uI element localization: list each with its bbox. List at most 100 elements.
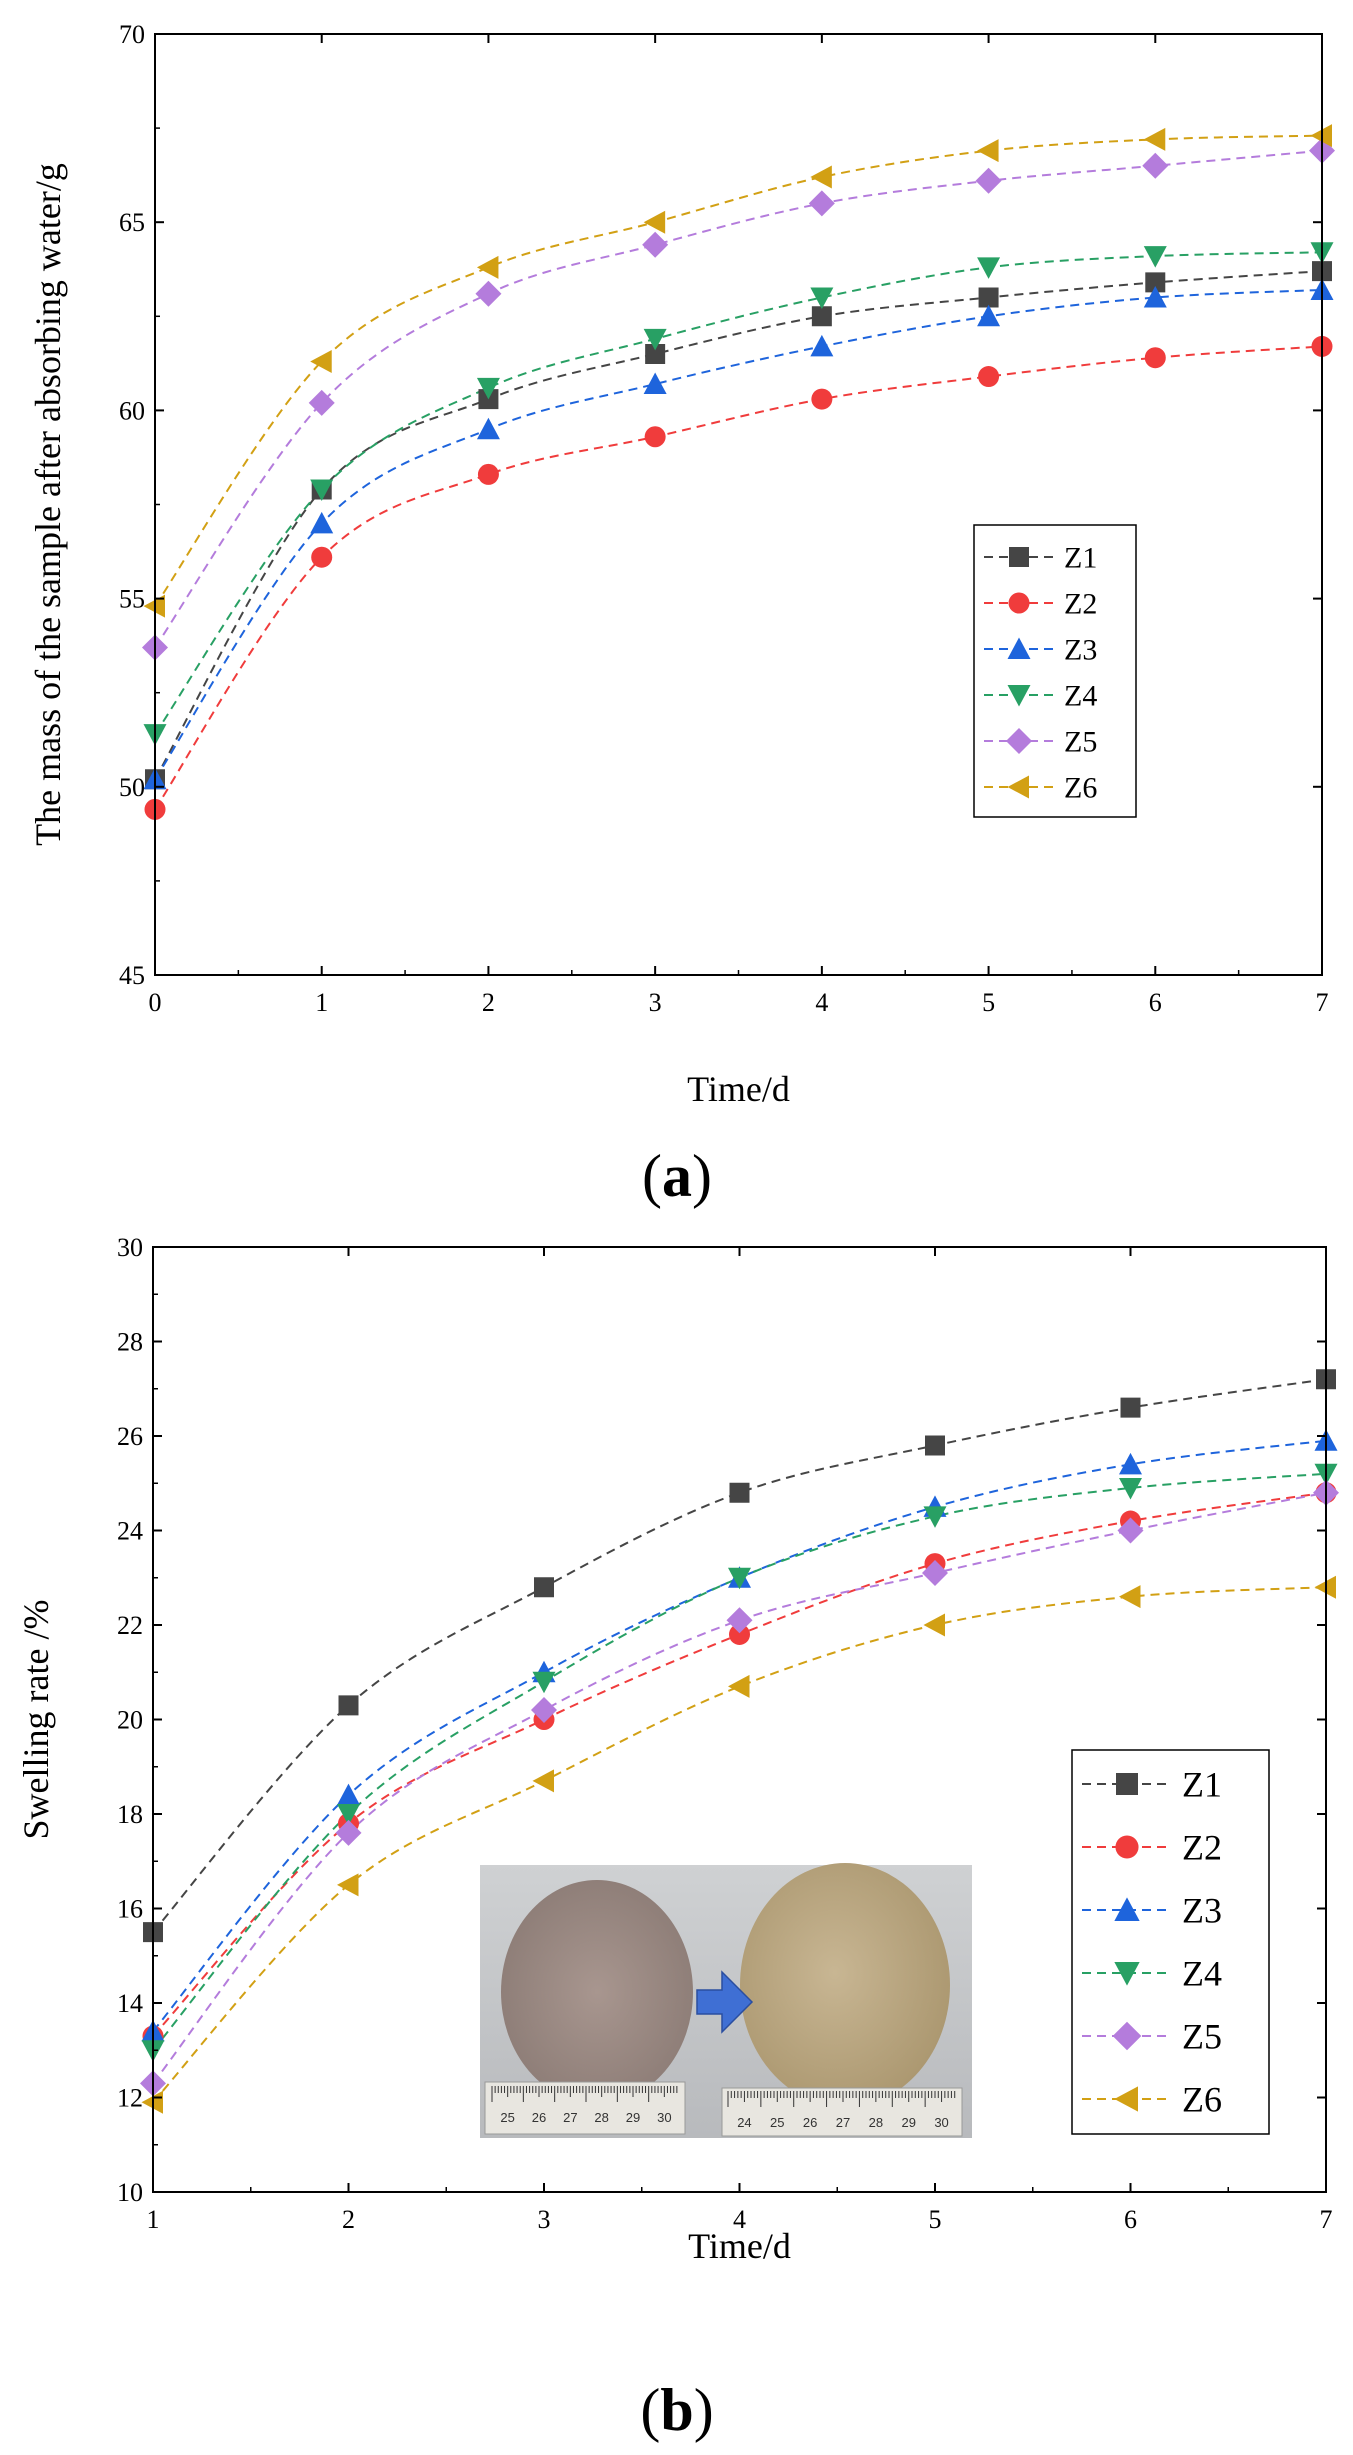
data-point-z5 — [642, 231, 669, 258]
x-tick-label: 4 — [733, 2205, 746, 2234]
ruler-right-ticks: 24 25 26 27 28 29 30 — [727, 2091, 956, 2130]
y-tick-label: 65 — [119, 208, 145, 237]
y-tick-label: 30 — [117, 1233, 143, 1262]
ruler-label: 26 — [532, 2110, 546, 2125]
legend-box — [973, 524, 1137, 818]
legend-label-z1: Z1 — [1064, 542, 1097, 575]
data-point-z1 — [811, 306, 832, 327]
data-point-z2 — [811, 388, 833, 410]
x-tick-label: 7 — [1320, 2205, 1333, 2234]
data-point-z3 — [977, 304, 1001, 327]
legend-label-z4: Z4 — [1064, 680, 1097, 713]
ruler-label: 27 — [563, 2110, 577, 2125]
data-point-z5 — [922, 1560, 948, 1587]
ruler-label: 28 — [869, 2115, 883, 2130]
legend-label-z3: Z3 — [1182, 1891, 1222, 1931]
y-tick-label: 12 — [117, 2084, 143, 2113]
series-line-z5 — [152, 1491, 1327, 2084]
legend-marker-z6 — [1007, 775, 1029, 799]
data-point-z1 — [729, 1482, 750, 1503]
data-point-z6 — [532, 1769, 554, 1793]
data-point-z5 — [335, 1819, 362, 1846]
chart-b: 1 2 3 4 5 6 71012141618202224262830Time/dSwell… — [16, 1233, 1339, 2266]
x-tick-label: 1 — [315, 988, 328, 1017]
ruler-label: 30 — [934, 2115, 948, 2130]
data-point-z3 — [310, 511, 334, 534]
data-point-z6 — [728, 1674, 750, 1698]
plot-frame — [154, 33, 1323, 976]
panel-label-a: (a) — [642, 1143, 712, 1209]
legend-marker-z3 — [1007, 637, 1031, 659]
y-tick-label: 22 — [117, 1611, 143, 1640]
ruler-left-ticks: 25 26 27 28 29 30 — [491, 2086, 678, 2125]
ruler-label: 25 — [770, 2115, 784, 2130]
data-point-z6 — [923, 1613, 945, 1637]
legend-label-z6: Z6 — [1182, 2080, 1222, 2120]
data-point-z1 — [978, 287, 999, 308]
y-tick-label: 60 — [119, 396, 145, 425]
legend-marker-z3 — [1114, 1897, 1140, 1921]
data-point-z1 — [1145, 272, 1166, 293]
data-point-z3 — [1143, 285, 1167, 308]
y-tick-label: 50 — [119, 773, 145, 802]
data-point-z5 — [1117, 1517, 1144, 1544]
legend-label-z2: Z2 — [1064, 588, 1097, 621]
series-line-z4 — [154, 251, 1323, 735]
ruler-label: 26 — [803, 2115, 817, 2130]
legend-marker-z6 — [1114, 2086, 1138, 2112]
data-point-z4 — [643, 328, 667, 351]
sample-before-disc — [501, 1880, 693, 2104]
legend-label-z3: Z3 — [1064, 634, 1097, 667]
data-point-z4 — [977, 257, 1001, 279]
legend-label-z6: Z6 — [1064, 772, 1097, 805]
inset-photo: 25 26 27 28 29 30 24 25 26 27 28 29 30 — [480, 1863, 972, 2138]
ruler-label: 27 — [836, 2115, 850, 2130]
x-tick-label: 2 — [342, 2205, 355, 2234]
ruler-label: 28 — [594, 2110, 608, 2125]
data-point-z3 — [476, 417, 500, 440]
legend-marker-z4 — [1007, 685, 1031, 707]
legend-label-z2: Z2 — [1182, 1828, 1222, 1868]
data-point-z5 — [531, 1697, 557, 1724]
data-point-z2 — [978, 366, 1000, 388]
series-line-z5 — [154, 149, 1323, 649]
data-point-z1 — [1120, 1397, 1141, 1418]
x-axis-label: Time/d — [687, 1069, 790, 1109]
data-point-z6 — [310, 349, 332, 373]
legend-marker-z2 — [1008, 592, 1030, 614]
data-point-z6 — [810, 165, 832, 189]
legend-label-z4: Z4 — [1182, 1954, 1222, 1994]
panel-label-b: (b) — [640, 2377, 713, 2443]
data-point-z2 — [729, 1623, 750, 1645]
ruler-label: 30 — [657, 2110, 671, 2125]
y-tick-label: 55 — [119, 585, 145, 614]
legend-marker-z1 — [1009, 547, 1029, 567]
data-point-z5 — [808, 190, 835, 217]
y-tick-label: 45 — [119, 961, 145, 990]
ruler-label: 29 — [626, 2110, 640, 2125]
x-tick-label: 6 — [1124, 2205, 1137, 2234]
data-point-z6 — [476, 255, 499, 279]
data-point-z6 — [1143, 127, 1166, 151]
data-point-z3 — [810, 334, 834, 357]
x-tick-label: 5 — [929, 2205, 942, 2234]
arrow-icon — [696, 1970, 754, 2034]
data-point-z2 — [311, 546, 333, 568]
data-point-z4 — [532, 1671, 556, 1694]
data-point-z3 — [1119, 1452, 1142, 1475]
x-tick-label: 4 — [815, 988, 828, 1017]
y-axis-label: The mass of the sample after absorbing w… — [28, 163, 68, 846]
data-point-z4 — [728, 1567, 751, 1590]
y-tick-label: 10 — [117, 2178, 143, 2207]
legend-label-z5: Z5 — [1064, 726, 1097, 759]
x-tick-label: 2 — [482, 988, 495, 1017]
ruler-label: 24 — [737, 2115, 751, 2130]
series-line-z2 — [154, 345, 1323, 810]
data-point-z5 — [308, 389, 335, 416]
ruler-label: 25 — [500, 2110, 514, 2125]
data-point-z3 — [337, 1783, 360, 1806]
series-line-z1 — [154, 270, 1323, 780]
legend-marker-z5 — [1006, 728, 1032, 754]
